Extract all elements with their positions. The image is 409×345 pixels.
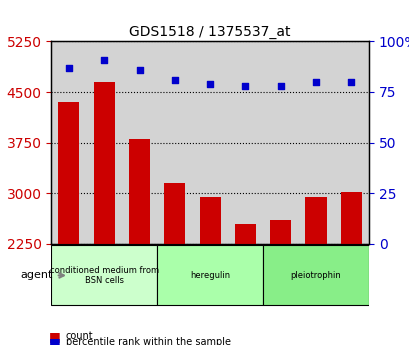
Text: heregulin: heregulin (190, 271, 229, 280)
Text: conditioned medium from
BSN cells: conditioned medium from BSN cells (49, 266, 158, 285)
Bar (270, 220, 291, 244)
Bar (305, 197, 326, 244)
Text: pleiotrophin: pleiotrophin (290, 271, 341, 280)
Text: ■: ■ (49, 330, 61, 343)
Text: percentile rank within the sample: percentile rank within the sample (65, 337, 230, 345)
Point (65, 65, 72, 70)
Bar (164, 183, 185, 244)
Point (101, 57, 107, 62)
Bar (93, 82, 115, 244)
FancyBboxPatch shape (263, 245, 368, 305)
Text: count: count (65, 332, 93, 341)
Title: GDS1518 / 1375537_at: GDS1518 / 1375537_at (129, 25, 290, 39)
Point (207, 81, 213, 87)
Point (312, 79, 319, 85)
Bar (128, 139, 150, 244)
Point (136, 67, 142, 72)
Point (171, 77, 178, 82)
Bar (234, 224, 255, 244)
Point (347, 79, 354, 85)
Bar (340, 192, 361, 244)
Text: ■: ■ (49, 336, 61, 345)
FancyBboxPatch shape (157, 245, 263, 305)
Bar (199, 197, 220, 244)
Bar (58, 102, 79, 244)
Point (277, 83, 283, 89)
FancyBboxPatch shape (51, 245, 157, 305)
Text: agent: agent (20, 270, 64, 280)
Point (242, 83, 248, 89)
